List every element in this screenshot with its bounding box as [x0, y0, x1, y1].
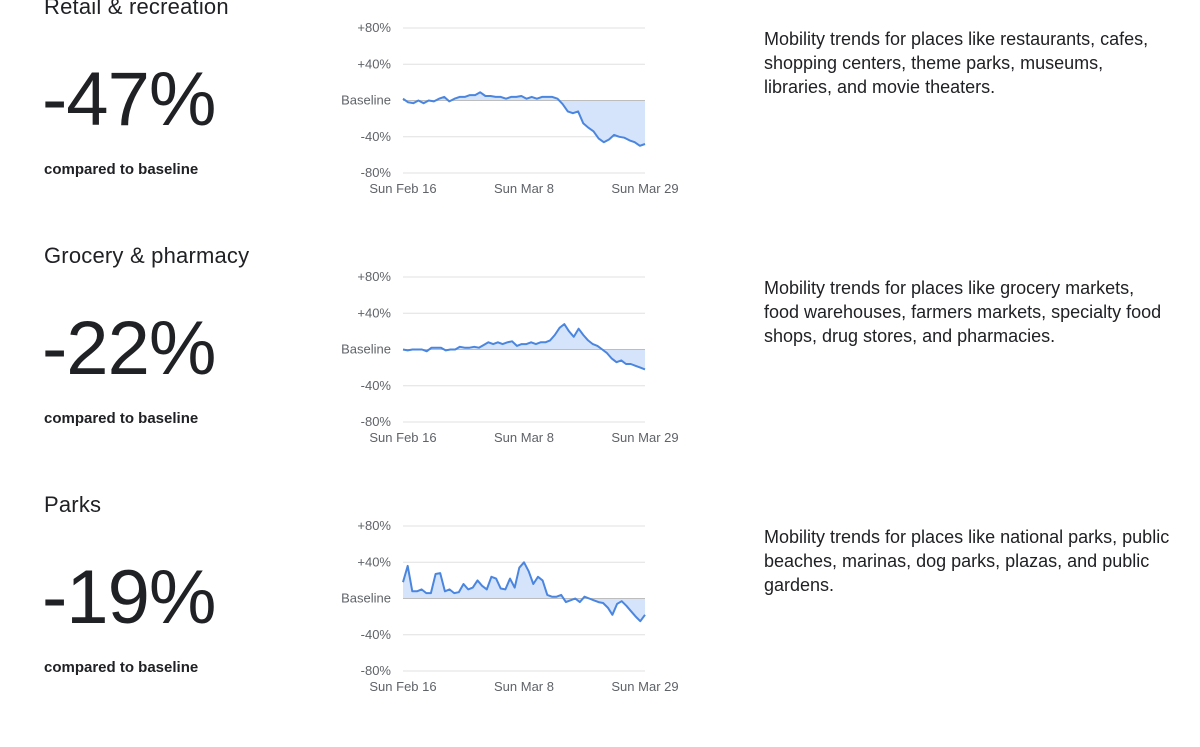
series-line	[402, 561, 646, 623]
percent-change: -19%	[42, 555, 216, 640]
y-tick-label: +40%	[357, 305, 391, 320]
area-fill	[403, 562, 645, 622]
category-description: Mobility trends for places like restaura…	[764, 29, 1149, 97]
y-tick-label: -40%	[361, 129, 392, 144]
category-title: Retail & recreation	[44, 0, 229, 19]
y-tick-label: Baseline	[341, 342, 391, 357]
y-tick-label: -80%	[361, 414, 392, 429]
category-title: Grocery & pharmacy	[44, 243, 250, 268]
category-section-parks: Parks -19% compared to baseline +80% +40%…	[0, 492, 1200, 747]
category-title: Parks	[44, 492, 102, 517]
mobility-chart: +80% +40% Baseline -40% -80% Sun Feb 16 Sun Ma…	[330, 249, 690, 449]
chart-svg: +80% +40% Baseline -40% -80%Sun Feb 16 Sun Ma…	[341, 518, 678, 694]
x-tick-label: Sun Mar 8	[494, 181, 554, 196]
x-tick-label: Sun Mar 29	[611, 430, 678, 445]
y-tick-label: -80%	[361, 663, 392, 678]
y-tick-label: Baseline	[341, 93, 391, 108]
y-tick-label: +80%	[357, 269, 391, 284]
series-line	[402, 91, 646, 147]
x-tick-label: Sun Feb 16	[369, 430, 436, 445]
area-fill	[403, 92, 645, 146]
y-tick-label: +80%	[357, 518, 391, 533]
y-tick-label: -40%	[361, 627, 392, 642]
x-tick-label: Sun Feb 16	[369, 679, 436, 694]
category-section-retail: Retail & recreation -47% compared to bas…	[0, 0, 1200, 249]
category-description: Mobility trends for places like grocery …	[764, 278, 1162, 346]
compared-to-baseline-label: compared to baseline	[44, 659, 199, 676]
x-tick-label: Sun Mar 8	[494, 430, 554, 445]
y-tick-label: -80%	[361, 165, 392, 180]
mobility-chart: +80% +40% Baseline -40% -80% Sun Feb 16 Sun Ma…	[330, 0, 690, 200]
chart-svg: +80% +40% Baseline -40% -80%Sun Feb 16 Sun Ma…	[341, 269, 678, 445]
x-tick-label: Sun Mar 29	[611, 181, 678, 196]
area-fill	[403, 324, 645, 370]
category-section-grocery: Grocery & pharmacy -22% compared to base…	[0, 243, 1200, 498]
y-tick-label: +40%	[357, 554, 391, 569]
chart-svg: +80% +40% Baseline -40% -80%Sun Feb 16 Sun Ma…	[341, 20, 678, 196]
percent-change: -22%	[42, 306, 216, 391]
y-tick-label: +80%	[357, 20, 391, 35]
x-tick-label: Sun Feb 16	[369, 181, 436, 196]
x-tick-label: Sun Mar 8	[494, 679, 554, 694]
y-tick-label: +40%	[357, 56, 391, 71]
x-tick-label: Sun Mar 29	[611, 679, 678, 694]
percent-change: -47%	[42, 57, 216, 142]
series-line	[402, 323, 646, 371]
y-tick-label: Baseline	[341, 591, 391, 606]
compared-to-baseline-label: compared to baseline	[44, 161, 199, 178]
compared-to-baseline-label: compared to baseline	[44, 410, 199, 427]
mobility-chart: +80% +40% Baseline -40% -80% Sun Feb 16 Sun Ma…	[330, 498, 690, 698]
category-description: Mobility trends for places like national…	[764, 527, 1170, 595]
y-tick-label: -40%	[361, 378, 392, 393]
